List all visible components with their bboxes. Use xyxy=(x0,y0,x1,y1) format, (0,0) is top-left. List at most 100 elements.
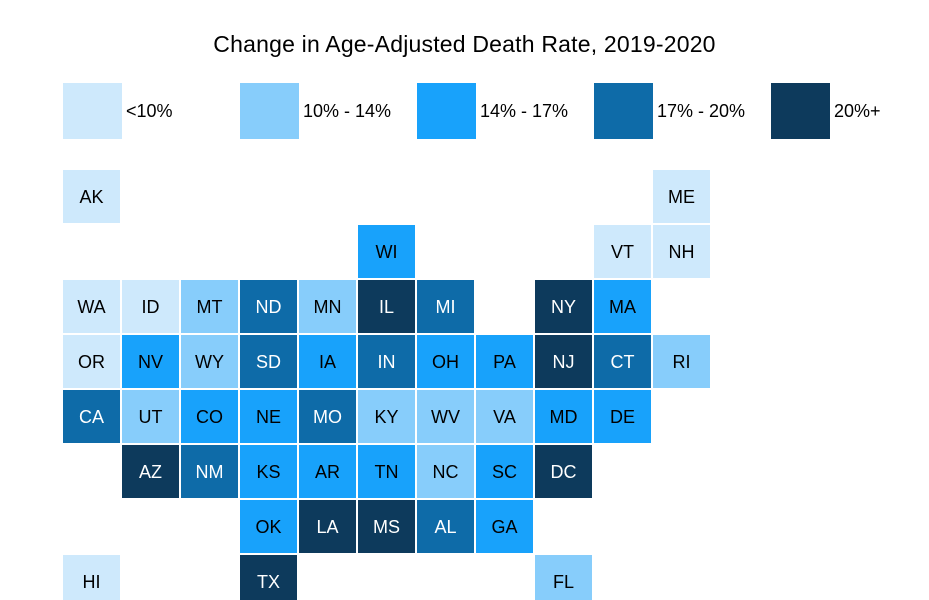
state-tile-ct: CT xyxy=(594,335,651,388)
state-tile-ne: NE xyxy=(240,390,297,443)
state-tile-ks: KS xyxy=(240,445,297,498)
state-tile-tn: TN xyxy=(358,445,415,498)
state-tile-az: AZ xyxy=(122,445,179,498)
legend-item-4: 17% - 20% xyxy=(594,83,745,139)
state-tile-il: IL xyxy=(358,280,415,333)
state-label: MT xyxy=(196,296,223,317)
state-label: ID xyxy=(141,296,160,317)
legend-item-3: 14% - 17% xyxy=(417,83,568,139)
state-tile-ut: UT xyxy=(122,390,179,443)
state-label: UT xyxy=(138,406,163,427)
state-tile-nd: ND xyxy=(240,280,297,333)
state-label: NC xyxy=(432,461,459,482)
state-tile-nm: NM xyxy=(181,445,238,498)
state-tile-nv: NV xyxy=(122,335,179,388)
state-tile-ny: NY xyxy=(535,280,592,333)
state-label: NH xyxy=(668,241,695,262)
legend-item-5: 20%+ xyxy=(771,83,881,139)
state-label: KY xyxy=(374,406,399,427)
state-tile-id: ID xyxy=(122,280,179,333)
state-label: OR xyxy=(78,351,105,372)
state-tile-ms: MS xyxy=(358,500,415,553)
legend-swatch xyxy=(417,83,476,139)
state-label: WV xyxy=(431,406,460,427)
legend-label: 10% - 14% xyxy=(303,100,392,121)
state-label: ME xyxy=(668,186,695,207)
legend-label: 14% - 17% xyxy=(480,100,569,121)
state-label: NJ xyxy=(552,351,575,372)
chart-title: Change in Age-Adjusted Death Rate, 2019-… xyxy=(213,31,716,57)
state-tile-md: MD xyxy=(535,390,592,443)
legend-swatch xyxy=(240,83,299,139)
state-label: IA xyxy=(318,351,336,372)
state-label: OK xyxy=(255,516,282,537)
state-label: IL xyxy=(378,296,394,317)
state-label: WI xyxy=(375,241,398,262)
state-tile-de: DE xyxy=(594,390,651,443)
state-label: OH xyxy=(432,351,459,372)
legend-label: <10% xyxy=(126,100,173,121)
state-tile-mi: MI xyxy=(417,280,474,333)
state-label: NY xyxy=(550,296,576,317)
state-tile-wi: WI xyxy=(358,225,415,278)
legend-item-1: <10% xyxy=(63,83,173,139)
state-tile-sc: SC xyxy=(476,445,533,498)
state-label: HI xyxy=(82,571,101,592)
state-tile-wv: WV xyxy=(417,390,474,443)
state-tile-mo: MO xyxy=(299,390,356,443)
legend-label: 20%+ xyxy=(834,100,881,121)
state-tile-hi: HI xyxy=(63,555,120,600)
state-label: TX xyxy=(256,571,280,592)
state-tile-ky: KY xyxy=(358,390,415,443)
state-tile-wa: WA xyxy=(63,280,120,333)
state-tile-vt: VT xyxy=(594,225,651,278)
state-label: FL xyxy=(552,571,574,592)
state-tile-ca: CA xyxy=(63,390,120,443)
state-tile-ri: RI xyxy=(653,335,710,388)
state-label: SD xyxy=(255,351,281,372)
state-label: MS xyxy=(373,516,400,537)
legend-label: 17% - 20% xyxy=(657,100,746,121)
state-label: TN xyxy=(374,461,399,482)
state-label: WY xyxy=(195,351,224,372)
state-tile-pa: PA xyxy=(476,335,533,388)
state-label: NM xyxy=(195,461,224,482)
state-label: MN xyxy=(313,296,342,317)
state-tile-in: IN xyxy=(358,335,415,388)
state-label: CO xyxy=(196,406,223,427)
state-tile-ar: AR xyxy=(299,445,356,498)
state-label: VA xyxy=(493,406,516,427)
state-label: IN xyxy=(377,351,396,372)
state-tile-al: AL xyxy=(417,500,474,553)
state-tile-nj: NJ xyxy=(535,335,592,388)
state-label: AK xyxy=(79,186,104,207)
state-label: KS xyxy=(256,461,281,482)
state-tile-va: VA xyxy=(476,390,533,443)
state-label: WA xyxy=(77,296,106,317)
state-tile-mn: MN xyxy=(299,280,356,333)
state-tile-wy: WY xyxy=(181,335,238,388)
state-label: RI xyxy=(672,351,691,372)
state-tile-sd: SD xyxy=(240,335,297,388)
state-label: VT xyxy=(610,241,634,262)
legend-swatch xyxy=(771,83,830,139)
state-tile-ga: GA xyxy=(476,500,533,553)
state-label: SC xyxy=(491,461,517,482)
state-tile-or: OR xyxy=(63,335,120,388)
state-label: AL xyxy=(434,516,457,537)
state-label: CA xyxy=(78,406,104,427)
state-tile-ia: IA xyxy=(299,335,356,388)
state-label: NE xyxy=(255,406,281,427)
state-tile-nc: NC xyxy=(417,445,474,498)
state-label: MI xyxy=(435,296,456,317)
state-tile-co: CO xyxy=(181,390,238,443)
state-label: GA xyxy=(491,516,518,537)
state-label: PA xyxy=(493,351,516,372)
state-label: NV xyxy=(137,351,163,372)
legend-swatch xyxy=(594,83,653,139)
state-label: DC xyxy=(550,461,577,482)
state-label: MA xyxy=(609,296,636,317)
state-label: MO xyxy=(313,406,342,427)
state-tile-me: ME xyxy=(653,170,710,223)
